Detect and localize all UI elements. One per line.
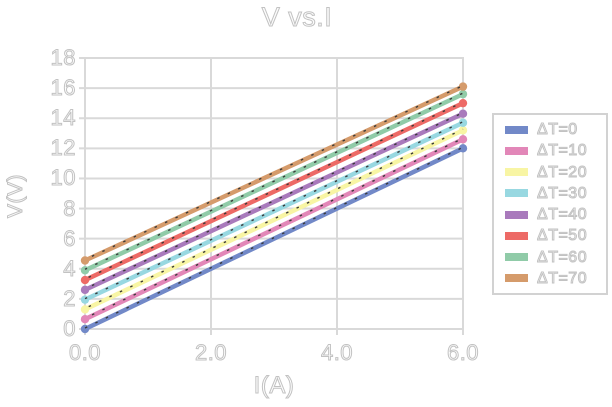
legend-item-label: ΔT=10 xyxy=(536,142,588,160)
legend-swatch xyxy=(505,168,528,177)
series-line xyxy=(82,111,466,293)
data-point-marker xyxy=(80,275,90,285)
data-point-marker xyxy=(458,144,468,153)
data-point-marker xyxy=(458,109,468,118)
legend-swatch xyxy=(505,210,528,219)
trendline xyxy=(84,84,464,261)
data-point-marker xyxy=(80,256,90,265)
legend-swatch xyxy=(505,189,528,198)
legend-item-label: ΔT=60 xyxy=(536,248,588,266)
trendline xyxy=(84,146,464,329)
data-point-marker xyxy=(80,305,90,314)
series-line xyxy=(82,100,466,283)
x-tick-label: 0.0 xyxy=(68,340,102,365)
data-point-marker xyxy=(458,82,468,91)
y-tick-label: 8 xyxy=(63,195,76,221)
y-tick-label: 0 xyxy=(63,316,76,341)
legend-item-label: ΔT=40 xyxy=(536,206,588,224)
legend-swatch xyxy=(505,231,528,240)
data-point-marker xyxy=(80,315,90,324)
series-line xyxy=(82,146,466,332)
legend-item-label: ΔT=50 xyxy=(536,227,588,245)
data-point-marker xyxy=(80,324,90,334)
y-tick-label: 6 xyxy=(63,225,76,251)
data-point-marker xyxy=(458,118,468,127)
x-tick-label: 2.0 xyxy=(194,340,228,365)
legend-item: ΔT=60 xyxy=(505,248,606,266)
legend-item-label: ΔT=30 xyxy=(536,184,588,202)
y-tick-label: 4 xyxy=(63,255,76,281)
y-tick-label: 2 xyxy=(63,285,76,311)
x-tick-label: 6.0 xyxy=(446,340,480,365)
legend-swatch xyxy=(505,125,528,134)
data-point-marker xyxy=(80,295,90,304)
y-tick-label: 14 xyxy=(50,105,76,131)
legend-item: ΔT=0 xyxy=(505,121,606,139)
legend-item-label: ΔT=20 xyxy=(536,163,588,181)
trendline xyxy=(84,121,464,300)
series-line xyxy=(82,120,466,302)
data-point-marker xyxy=(458,126,468,135)
legend-item-label: ΔT=0 xyxy=(537,121,578,139)
legend-swatch xyxy=(505,274,528,283)
series-line xyxy=(82,128,466,312)
data-point-marker xyxy=(80,266,90,275)
series-line xyxy=(82,91,466,273)
legend-item-label: ΔT=70 xyxy=(536,269,588,287)
x-tick-label: 4.0 xyxy=(320,340,354,365)
chart-title: V vs.I xyxy=(261,2,333,33)
data-point-marker xyxy=(458,135,468,144)
legend-item: ΔT=40 xyxy=(505,206,606,224)
legend-swatch xyxy=(505,146,528,155)
y-tick-label: 10 xyxy=(50,165,76,191)
series-line xyxy=(82,137,466,322)
legend-item: ΔT=70 xyxy=(505,269,606,287)
legend-item: ΔT=30 xyxy=(505,184,606,202)
y-tick-label: 12 xyxy=(50,135,76,161)
data-point-marker xyxy=(80,285,90,295)
plot-frame xyxy=(84,57,464,330)
legend-item: ΔT=50 xyxy=(505,227,606,245)
y-axis-title: V(V) xyxy=(4,174,28,219)
legend: ΔT=0 ΔT=10 ΔT=20 ΔT=30 ΔT=40 ΔT=50 ΔT=60 ΔT=70 xyxy=(492,113,608,295)
legend-swatch xyxy=(505,253,528,262)
legend-item: ΔT=10 xyxy=(505,142,606,160)
data-point-marker xyxy=(458,98,468,108)
x-axis-title: I(A) xyxy=(253,372,295,400)
y-tick-label: 16 xyxy=(50,75,76,101)
y-tick-label: 18 xyxy=(50,45,76,70)
legend-item: ΔT=20 xyxy=(505,163,606,181)
data-point-marker xyxy=(458,89,468,99)
series-line xyxy=(82,84,466,263)
trendline xyxy=(84,92,464,270)
